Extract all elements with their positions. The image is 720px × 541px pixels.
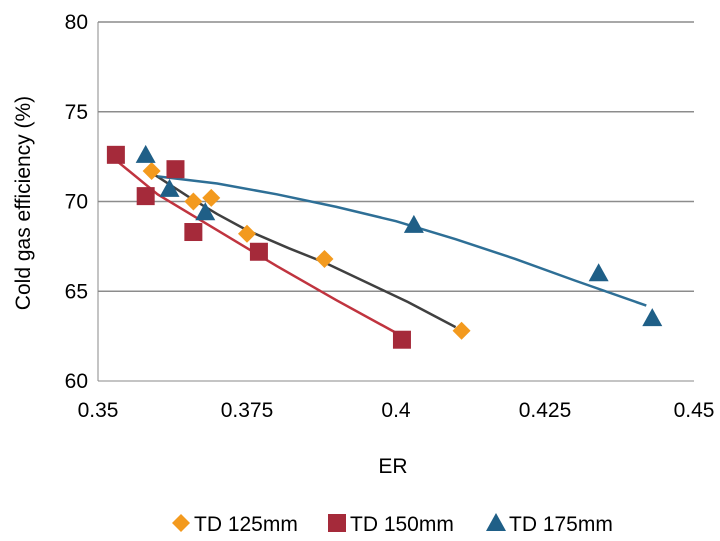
gridlines: [98, 21, 694, 292]
trendlines: [115, 159, 647, 338]
point-series-2-4: [184, 223, 203, 242]
point-series-2-6: [392, 330, 411, 349]
point-series-1-5: [315, 249, 334, 268]
y-tick-labels: 60 65 70 75 80: [65, 11, 88, 393]
point-series-1-6: [452, 321, 471, 340]
legend: TD 125mm TD 150mm TD 175mm: [172, 513, 613, 536]
x-tick-0.45: 0.45: [674, 399, 715, 422]
point-series-3-6: [642, 308, 663, 327]
point-series-3-1: [135, 144, 156, 163]
legend-marker-series-2: [328, 514, 346, 532]
y-tick-70: 70: [65, 191, 88, 214]
point-series-3-4: [403, 214, 424, 233]
data-points: [106, 144, 663, 349]
point-series-3-3: [195, 202, 216, 221]
legend-marker-series-1: [172, 514, 190, 532]
y-axis-title: Cold gas efficiency (%): [12, 96, 35, 310]
point-series-3-5: [588, 263, 609, 282]
x-tick-labels: 0.35 0.375 0.4 0.425 0.45: [78, 399, 715, 422]
legend-label-series-2: TD 150mm: [350, 513, 454, 536]
point-series-2-2: [136, 187, 155, 206]
axes: [97, 22, 694, 382]
point-series-2-5: [249, 242, 268, 261]
point-series-1-1: [142, 161, 161, 180]
point-series-1-3: [202, 188, 221, 207]
legend-marker-series-3: [486, 513, 506, 531]
legend-label-series-1: TD 125mm: [194, 513, 298, 536]
x-tick-0.425: 0.425: [519, 399, 572, 422]
point-series-1-2: [184, 192, 203, 211]
x-tick-0.35: 0.35: [78, 399, 119, 422]
trendline-series-3: [157, 175, 647, 307]
trendline-series-1: [150, 171, 457, 329]
y-tick-80: 80: [65, 11, 88, 34]
y-tick-75: 75: [65, 101, 88, 124]
x-axis-title: ER: [378, 455, 407, 478]
point-series-1-4: [238, 224, 256, 243]
point-series-2-3: [166, 160, 185, 179]
legend-label-series-3: TD 175mm: [509, 513, 613, 536]
point-series-3-2: [159, 178, 180, 197]
y-tick-65: 65: [65, 280, 88, 303]
x-tick-0.375: 0.375: [221, 399, 274, 422]
x-tick-0.4: 0.4: [381, 399, 411, 422]
point-series-2-1: [106, 145, 125, 164]
y-tick-60: 60: [65, 370, 88, 393]
